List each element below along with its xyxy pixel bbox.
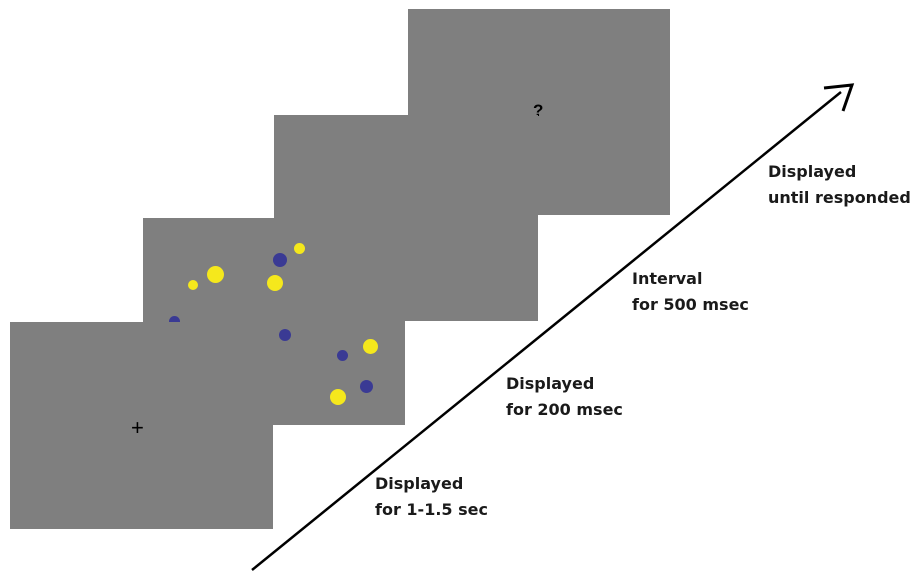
blue-dot bbox=[337, 350, 348, 361]
yellow-dot bbox=[330, 389, 346, 405]
timing-label-response: Displayed until responded bbox=[768, 159, 911, 211]
timing-label-line: for 500 msec bbox=[632, 295, 749, 314]
timing-label-line: Displayed bbox=[375, 474, 464, 493]
timing-label-line: until responded bbox=[768, 188, 911, 207]
fixation-cross: + bbox=[131, 415, 144, 440]
blue-dot bbox=[279, 329, 291, 341]
question-mark: ? bbox=[533, 101, 544, 120]
stimulus-screen bbox=[143, 218, 405, 425]
timing-label-line: Displayed bbox=[506, 374, 595, 393]
yellow-dot bbox=[267, 275, 283, 291]
timing-label-line: Interval bbox=[632, 269, 703, 288]
yellow-dot bbox=[188, 280, 198, 290]
yellow-dot bbox=[207, 266, 224, 283]
timing-label-line: for 1-1.5 sec bbox=[375, 500, 488, 519]
yellow-dot bbox=[363, 339, 378, 354]
arrowhead-icon bbox=[823, 83, 855, 112]
timing-label-line: for 200 msec bbox=[506, 400, 623, 419]
yellow-dot bbox=[294, 243, 305, 254]
timeline-arrow-line bbox=[251, 91, 842, 571]
blue-dot bbox=[169, 316, 180, 327]
fixation-screen: + bbox=[10, 322, 273, 529]
timing-label-line: Displayed bbox=[768, 162, 857, 181]
timing-label-stimulus: Displayed for 200 msec bbox=[506, 371, 623, 423]
timing-label-fixation: Displayed for 1-1.5 sec bbox=[375, 471, 488, 523]
blue-dot bbox=[360, 380, 373, 393]
blue-dot bbox=[273, 253, 287, 267]
timing-label-interval: Interval for 500 msec bbox=[632, 266, 749, 318]
